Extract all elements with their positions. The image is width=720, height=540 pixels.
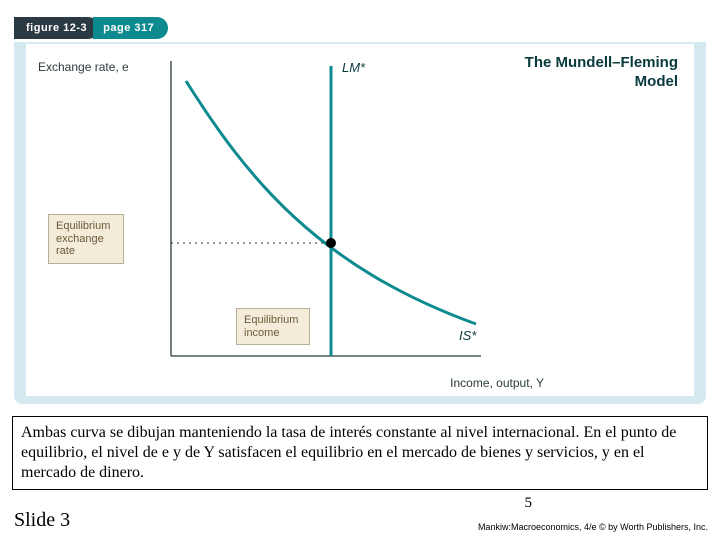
page-label-pill: page 317 [93, 17, 168, 39]
equilibrium-point [326, 238, 336, 248]
lm-label: LM* [342, 60, 366, 75]
note-eq-rate: Equilibriumexchange rate [48, 214, 124, 264]
figure-header: figure 12-3 page 317 [14, 14, 706, 42]
note-eq-income: Equilibriumincome [236, 308, 310, 345]
is-label: IS* [459, 328, 477, 343]
page-number: 5 [525, 495, 533, 512]
chart-area: LM* IS* Equilibriumexchange rate Equilib… [166, 56, 486, 376]
copyright-text: Mankiw:Macroeconomics, 4/e © by Worth Pu… [478, 522, 708, 532]
figure-label-pill: figure 12-3 [14, 17, 99, 39]
figure-panel: figure 12-3 page 317 The Mundell–Fleming… [14, 14, 706, 404]
slide-label: Slide 3 [14, 509, 70, 532]
chart-svg: LM* IS* [166, 56, 486, 376]
footer-description: Ambas curva se dibujan manteniendo la ta… [12, 416, 708, 490]
figure-content: The Mundell–FlemingModel Exchange rate, … [26, 44, 694, 396]
x-axis-label: Income, output, Y [450, 376, 544, 390]
figure-title: The Mundell–FlemingModel [525, 54, 678, 92]
y-axis-label: Exchange rate, e [38, 60, 129, 74]
